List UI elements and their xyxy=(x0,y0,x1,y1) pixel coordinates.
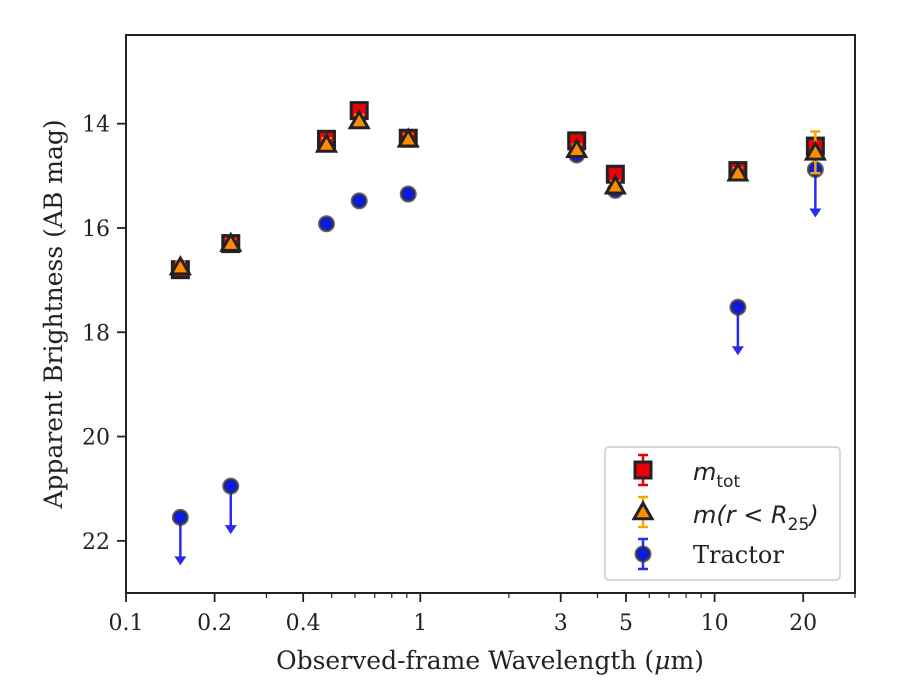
legend-mr25-mid: (r < R xyxy=(716,501,787,529)
mr25-point-2 xyxy=(314,132,339,153)
legend-label-mr25: m(r < R25) xyxy=(693,501,819,535)
x-tick-label: 1 xyxy=(413,611,427,636)
tractor-point-1 xyxy=(222,477,240,495)
tractor-limit-arrow-7 xyxy=(731,346,744,356)
tractor-limit-arrow-0 xyxy=(174,556,187,566)
axis-ticks: 0.1 0.2 0.4 1 3 5 10 20 14 16 18 20 22 xyxy=(82,113,856,636)
legend-label-tractor: Tractor xyxy=(693,541,784,569)
x-tick-label: 10 xyxy=(701,611,729,636)
legend-mr25-main: m xyxy=(693,501,716,529)
mr25-point-8 xyxy=(803,140,827,161)
mr25-point-7 xyxy=(726,161,750,182)
x-axis-label-mu: μ xyxy=(654,646,670,675)
tractor-limit-arrow-1 xyxy=(224,525,237,535)
x-tick-label: 0.4 xyxy=(286,611,321,636)
tractor-limit-arrow-8 xyxy=(809,208,822,218)
x-tick-label: 20 xyxy=(789,611,817,636)
y-tick-label: 14 xyxy=(82,113,110,138)
mr25-point-6 xyxy=(603,174,627,195)
tractor-point-7 xyxy=(729,298,747,316)
tractor-point-2 xyxy=(317,215,335,233)
tractor-point-0 xyxy=(171,508,189,526)
y-tick-label: 18 xyxy=(82,321,110,346)
y-axis-label: Apparent Brightness (AB mag) xyxy=(39,119,68,509)
legend-symbol-mr25 xyxy=(631,499,655,521)
x-axis-label: Observed-frame Wavelength (μm) xyxy=(276,646,704,675)
x-tick-label: 5 xyxy=(619,611,633,636)
legend-box xyxy=(604,446,841,581)
legend-marker-tractor xyxy=(634,537,652,571)
legend-markers xyxy=(631,453,655,571)
legend-mr25-end: ) xyxy=(807,501,818,529)
y-tick-label: 22 xyxy=(82,530,110,555)
legend-marker-mr25 xyxy=(631,495,655,529)
legend: mtot m(r < R25) Tractor xyxy=(604,446,841,581)
plot-frame xyxy=(125,34,856,594)
x-tick-label: 0.1 xyxy=(109,611,144,636)
x-tick-label: 0.2 xyxy=(197,611,232,636)
x-axis-label-tail: m) xyxy=(670,646,703,675)
series-mr25 xyxy=(168,109,827,276)
legend-symbol-tractor xyxy=(634,545,652,563)
y-tick-label: 16 xyxy=(82,217,110,242)
legend-label-mtot: mtot xyxy=(693,458,740,492)
legend-symbol-mtot xyxy=(633,460,653,480)
data-marks xyxy=(168,101,827,566)
legend-mr25-sub: 25 xyxy=(788,515,810,535)
legend-marker-mtot xyxy=(633,453,653,487)
mr25-point-1 xyxy=(219,231,243,252)
legend-mtot-sub: tot xyxy=(716,472,740,492)
y-tick-label: 20 xyxy=(82,426,110,451)
x-axis-label-text: Observed-frame Wavelength ( xyxy=(276,646,654,675)
mr25-point-4 xyxy=(396,127,420,148)
tractor-point-3 xyxy=(350,192,368,210)
mr25-point-5 xyxy=(565,137,589,158)
tractor-point-4 xyxy=(399,185,417,203)
mr25-point-0 xyxy=(168,255,192,276)
legend-mtot-main: m xyxy=(693,458,716,486)
mr25-point-3 xyxy=(347,109,371,130)
x-tick-label: 3 xyxy=(554,611,568,636)
